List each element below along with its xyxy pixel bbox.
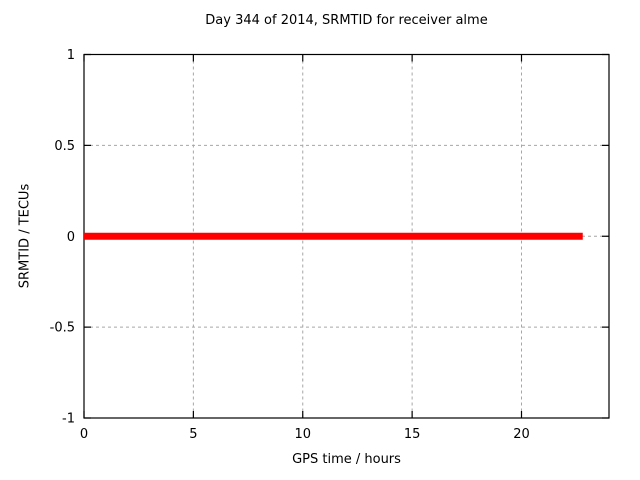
x-tick-label: 5 (189, 427, 197, 442)
x-axis-label: GPS time / hours (292, 452, 401, 467)
x-tick-label: 20 (513, 427, 530, 442)
y-tick-label: 0.5 (54, 139, 75, 154)
x-tick-label: 10 (294, 427, 311, 442)
x-tick-label: 15 (404, 427, 421, 442)
y-tick-label: -1 (62, 412, 75, 427)
y-tick-label: 1 (67, 48, 75, 63)
y-tick-label: -0.5 (50, 321, 75, 336)
chart-title: Day 344 of 2014, SRMTID for receiver alm… (205, 13, 488, 28)
y-tick-label: 0 (67, 230, 75, 245)
x-tick-label: 0 (80, 427, 88, 442)
